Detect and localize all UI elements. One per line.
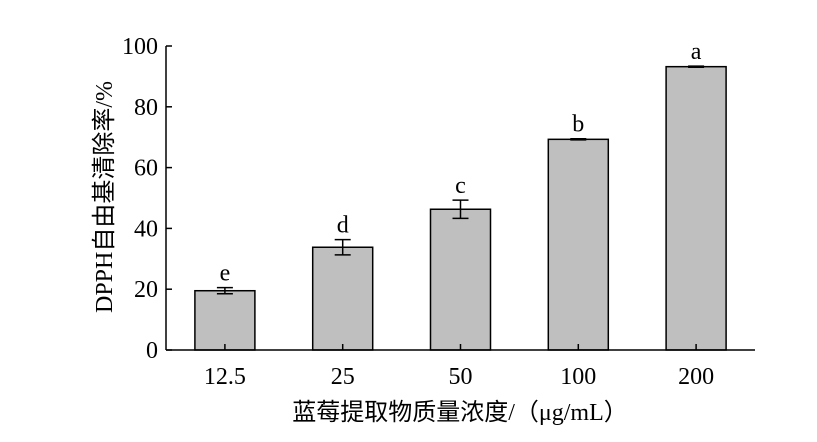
x-axis-title: 蓝莓提取物质量浓度/（μg/mL） [292,399,628,426]
error-bars-layer [216,65,705,295]
x-tick-label-12.5: 12.5 [204,364,246,390]
y-tick-label-20: 20 [134,277,158,303]
x-tick-label-200: 200 [678,364,714,390]
labels-layer: e 12.5 d 25 c 50 b 100 a 200 0 20 40 60 80 100 [122,34,714,390]
y-tick-label-100: 100 [122,34,158,60]
axes-layer [165,45,755,351]
bar-25 [311,246,374,351]
bar-100 [547,138,610,351]
bar-50 [429,208,492,351]
x-tick-label-50: 50 [449,364,473,390]
significance-label-25: d [337,213,349,239]
y-tick-label-40: 40 [134,216,158,242]
x-tick-label-100: 100 [560,364,596,390]
error-bar-12.5 [216,286,233,295]
y-axis-title: DPPH自由基清除率/% [91,81,118,313]
error-bar-100 [570,137,587,141]
x-tick-label-25: 25 [331,364,355,390]
error-bar-50 [452,199,469,220]
bar-12.5 [194,289,256,351]
error-bar-25 [334,238,351,256]
significance-label-200: a [691,39,702,65]
y-tick-label-80: 80 [134,95,158,121]
y-tick-label-0: 0 [146,338,158,364]
significance-label-50: c [455,173,466,199]
bar-200 [665,65,727,351]
error-bar-200 [688,65,705,69]
significance-label-100: b [572,112,584,138]
significance-label-12.5: e [220,261,231,287]
y-tick-label-60: 60 [134,156,158,182]
